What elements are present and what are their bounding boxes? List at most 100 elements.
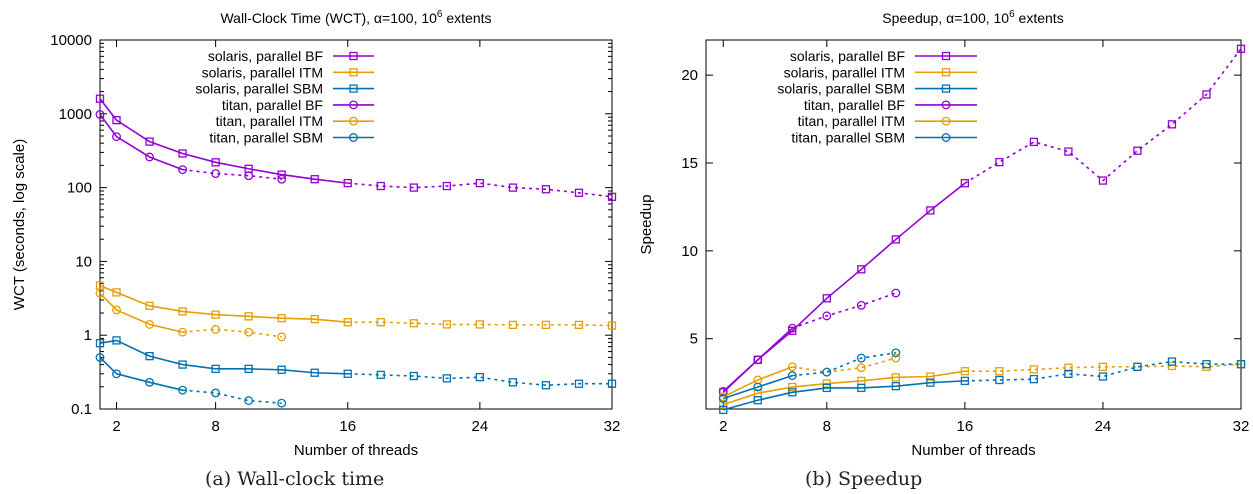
data-point — [607, 321, 617, 330]
data-point — [376, 181, 385, 191]
data-point — [376, 318, 385, 327]
data-point — [178, 149, 187, 158]
data-point — [277, 174, 287, 184]
data-point — [574, 379, 584, 388]
legend-marker — [349, 100, 358, 110]
y-tick-label: 10000 — [50, 32, 92, 49]
data-point — [541, 185, 551, 194]
series-line-solid — [723, 374, 793, 400]
x-tick-label: 32 — [604, 418, 621, 435]
data-point — [343, 318, 352, 327]
data-point — [857, 383, 866, 393]
y-tick-label: 10 — [75, 253, 92, 270]
data-point — [95, 109, 105, 119]
data-point — [145, 137, 154, 146]
data-point — [753, 355, 763, 365]
legend-label: titan, parallel ITM — [216, 113, 323, 129]
data-point — [112, 369, 121, 379]
data-point — [244, 171, 254, 181]
series-line-solid — [723, 370, 965, 406]
data-point — [95, 352, 105, 362]
data-point — [960, 376, 970, 386]
data-point — [244, 396, 254, 406]
data-point — [787, 371, 797, 381]
legend-marker — [941, 116, 951, 126]
legend-marker — [349, 84, 358, 93]
data-point — [277, 332, 287, 342]
legend-marker — [941, 51, 951, 61]
data-point — [822, 383, 831, 393]
data-point — [787, 323, 797, 333]
data-point — [541, 381, 551, 390]
data-point — [1167, 361, 1177, 371]
legend-label: solaris, parallel SBM — [195, 81, 323, 97]
legend-label: solaris, parallel BF — [790, 48, 905, 64]
data-point — [211, 364, 220, 373]
data-point — [1202, 90, 1211, 99]
chart-2: 2 8 16 24 32 5 10 15 20 Speedup, α=100, 106 exten… — [638, 9, 1249, 459]
x-tick-label: 16 — [339, 418, 356, 435]
data-point — [95, 288, 105, 298]
data-point — [960, 367, 970, 376]
data-point — [926, 206, 935, 215]
data-point — [891, 353, 901, 363]
data-point — [1236, 44, 1246, 53]
series-solaris-parallel-itm — [95, 281, 617, 330]
data-point — [719, 405, 728, 415]
data-point — [343, 178, 352, 188]
data-point — [607, 192, 617, 201]
legend-marker — [941, 68, 951, 77]
series-line-dashed — [182, 168, 282, 180]
data-point — [856, 363, 866, 373]
data-point — [1098, 362, 1108, 371]
data-point — [787, 362, 797, 372]
data-point — [145, 319, 154, 329]
series-line-solid — [99, 356, 183, 391]
data-point — [1029, 374, 1039, 384]
legend-marker — [349, 133, 358, 142]
data-point — [145, 152, 154, 162]
series-line-solid — [99, 284, 348, 324]
data-point — [1167, 357, 1177, 366]
series-line-dashed — [792, 292, 897, 329]
plot-frame — [705, 39, 1242, 410]
y-axis-label: Speedup — [638, 194, 655, 254]
y-tick-label: 1 — [84, 327, 92, 344]
data-point — [112, 336, 121, 345]
data-point — [822, 367, 832, 377]
data-point — [343, 369, 352, 378]
series-titan-parallel-bf — [95, 109, 287, 184]
data-point — [112, 116, 121, 125]
y-tick-label: 5 — [690, 331, 698, 348]
data-point — [891, 288, 901, 298]
legend-label: titan, parallel BF — [804, 97, 905, 113]
data-point — [244, 312, 253, 321]
legend-marker — [941, 100, 951, 110]
series-titan-parallel-sbm — [718, 348, 901, 403]
data-point — [310, 175, 319, 184]
series-solaris-parallel-sbm — [719, 357, 1246, 415]
data-point — [926, 378, 935, 387]
data-point — [574, 188, 584, 197]
data-point — [607, 379, 617, 388]
data-point — [244, 327, 254, 337]
series-line-dashed — [182, 328, 282, 338]
data-point — [376, 370, 385, 380]
data-point — [178, 327, 188, 337]
y-axis-label: WCT (seconds, log scale) — [11, 139, 28, 310]
data-point — [1098, 372, 1108, 381]
data-point — [145, 301, 154, 310]
data-point — [112, 288, 121, 297]
series-solaris-parallel-bf — [719, 44, 1246, 397]
y-tick-label: 1000 — [59, 106, 92, 123]
series-line-solid — [99, 113, 183, 171]
data-point — [211, 324, 221, 334]
legend-label: titan, parallel SBM — [209, 130, 323, 146]
series-line-dashed — [964, 360, 1241, 382]
series-solaris-parallel-sbm — [95, 336, 617, 390]
data-point — [891, 348, 901, 358]
data-point — [822, 294, 831, 303]
data-point — [995, 367, 1004, 376]
